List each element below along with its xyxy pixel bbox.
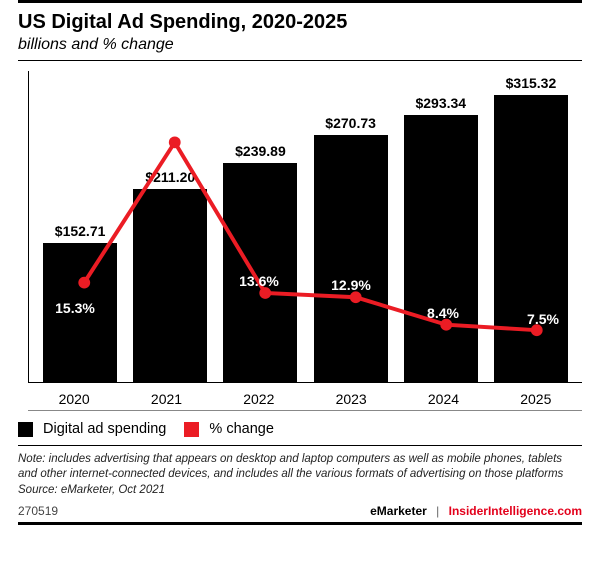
pct-label: 38.3% <box>147 120 187 136</box>
pipe-icon: | <box>436 504 439 518</box>
bottom-rule <box>18 522 582 525</box>
legend-bar: Digital ad spending <box>18 421 166 437</box>
note-text: Note: includes advertising that appears … <box>18 445 582 482</box>
x-tick-label: 2021 <box>120 385 212 410</box>
bar-col: $152.71 <box>35 71 125 382</box>
bar-value-label: $211.20 <box>145 169 195 185</box>
chart-area: $152.71 $211.20 $239.89 $270.73 $293.34 $315.… <box>18 71 582 411</box>
bar-col: $293.34 <box>396 71 486 382</box>
source-text: Source: eMarketer, Oct 2021 <box>18 484 582 496</box>
thin-rule <box>18 60 582 61</box>
top-rule <box>18 0 582 3</box>
pct-label: 12.9% <box>331 277 371 293</box>
brand-insider: InsiderIntelligence.com <box>449 504 582 518</box>
bar-value-label: $270.73 <box>325 115 376 131</box>
bar-rect <box>314 135 388 382</box>
bar-rect <box>404 115 478 382</box>
bar-value-label: $315.32 <box>506 75 557 91</box>
x-tick-label: 2024 <box>397 385 489 410</box>
legend-bar-label: Digital ad spending <box>43 421 166 437</box>
pct-label: 7.5% <box>527 311 559 327</box>
pct-label: 15.3% <box>55 300 95 316</box>
legend-line: % change <box>184 421 274 437</box>
footer-brand: eMarketer | InsiderIntelligence.com <box>370 504 582 518</box>
x-tick-label: 2023 <box>305 385 397 410</box>
x-tick-label: 2025 <box>490 385 582 410</box>
chart-title: US Digital Ad Spending, 2020-2025 <box>18 11 582 34</box>
chart-subtitle: billions and % change <box>18 36 582 54</box>
x-tick-label: 2022 <box>213 385 305 410</box>
bar-col: $211.20 <box>125 71 215 382</box>
bar-rect <box>494 95 568 382</box>
line-swatch <box>184 422 199 437</box>
pct-label: 8.4% <box>427 305 459 321</box>
x-tick-label: 2020 <box>28 385 120 410</box>
bar-rect <box>133 189 207 382</box>
bar-value-label: $152.71 <box>55 223 106 239</box>
bar-col: $315.32 <box>486 71 576 382</box>
legend-line-label: % change <box>209 421 274 437</box>
x-axis: 202020212022202320242025 <box>28 385 582 411</box>
plot-region: $152.71 $211.20 $239.89 $270.73 $293.34 $315.… <box>28 71 582 383</box>
bar-value-label: $293.34 <box>415 95 466 111</box>
footer-id: 270519 <box>18 504 58 518</box>
legend: Digital ad spending % change <box>18 421 582 437</box>
brand-emarketer: eMarketer <box>370 504 427 518</box>
pct-label: 13.6% <box>239 273 279 289</box>
bar-col: $239.89 <box>215 71 305 382</box>
chart-container: US Digital Ad Spending, 2020-2025 billio… <box>0 0 600 584</box>
bar-value-label: $239.89 <box>235 143 286 159</box>
footer: 270519 eMarketer | InsiderIntelligence.c… <box>18 504 582 518</box>
bars-group: $152.71 $211.20 $239.89 $270.73 $293.34 $315.… <box>29 71 582 382</box>
bar-col: $270.73 <box>306 71 396 382</box>
bar-swatch <box>18 422 33 437</box>
